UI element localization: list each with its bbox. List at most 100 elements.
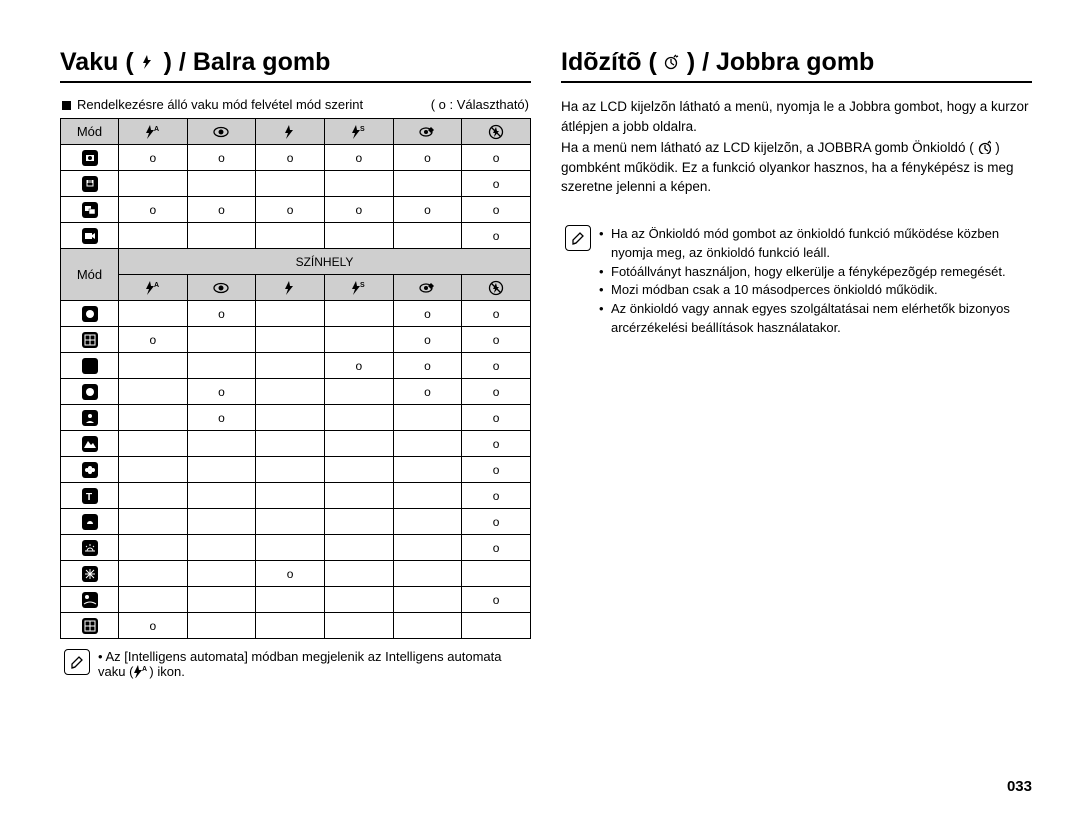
timer-icon (663, 54, 681, 72)
mode-icon (61, 171, 119, 197)
cell (324, 587, 393, 613)
scene-mode-icon (61, 509, 119, 535)
cell (187, 587, 256, 613)
cell (462, 561, 531, 587)
cell (256, 327, 325, 353)
cell (187, 353, 256, 379)
table-row: o (61, 509, 531, 535)
mode-icon (61, 145, 119, 171)
cell: o (187, 379, 256, 405)
col-flash-off-icon (462, 119, 531, 145)
cell: o (462, 353, 531, 379)
cell (256, 301, 325, 327)
table-row: o (61, 613, 531, 639)
cell: o (187, 145, 256, 171)
cell: o (393, 197, 462, 223)
cell: o (187, 405, 256, 431)
cell (393, 509, 462, 535)
mode-icon (61, 223, 119, 249)
cell (187, 561, 256, 587)
cell: o (462, 587, 531, 613)
cell (256, 483, 325, 509)
cell (393, 171, 462, 197)
sub-right-text: ( o : Választható) (431, 97, 529, 112)
col-redeye-icon (187, 275, 256, 301)
cell (256, 405, 325, 431)
scene-header: SZÍNHELY (119, 249, 531, 275)
subheading: Rendelkezésre álló vaku mód felvétel mód… (60, 97, 531, 112)
table-row: ooo (61, 353, 531, 379)
cell: o (324, 197, 393, 223)
scene-mode-icon (61, 535, 119, 561)
col-redeye-icon (187, 119, 256, 145)
cell: o (462, 509, 531, 535)
note-item: Fotóállványt használjon, hogy elkerülje … (599, 263, 1032, 282)
scene-mode-icon (61, 379, 119, 405)
timer-small-icon (977, 140, 991, 154)
cell (187, 613, 256, 639)
col-flash-off-icon (462, 275, 531, 301)
cell (324, 171, 393, 197)
cell (324, 483, 393, 509)
cell: o (324, 353, 393, 379)
cell: o (393, 379, 462, 405)
note-item: Az önkioldó vagy annak egyes szolgáltatá… (599, 300, 1032, 338)
cell (256, 431, 325, 457)
cell (187, 457, 256, 483)
sub-left-text: Rendelkezésre álló vaku mód felvétel mód… (77, 97, 363, 112)
cell (324, 457, 393, 483)
cell: o (462, 223, 531, 249)
page-number: 033 (1007, 778, 1032, 795)
scene-mode-icon (61, 561, 119, 587)
note-icon (64, 649, 90, 675)
cell: o (119, 197, 188, 223)
cell (256, 535, 325, 561)
right-para-2: Ha a menü nem látható az LCD kijelzõn, a… (561, 138, 1032, 197)
scene-mode-icon (61, 405, 119, 431)
scene-mode-icon (61, 587, 119, 613)
flash-mode-table: Mód oooooooooooooo Mód SZÍNHELY (60, 118, 531, 639)
cell: o (462, 327, 531, 353)
scene-mode-icon (61, 483, 119, 509)
table-row: ooo (61, 379, 531, 405)
flash-auto-small-icon (133, 664, 149, 678)
cell (187, 483, 256, 509)
col-flash-slow-icon (324, 275, 393, 301)
cell: o (462, 379, 531, 405)
left-footnote: • Az [Intelligens automata] módban megje… (60, 649, 531, 679)
table-row: o (61, 561, 531, 587)
cell (119, 535, 188, 561)
right-para-1: Ha az LCD kijelzõn látható a menü, nyomj… (561, 97, 1032, 136)
cell: o (462, 405, 531, 431)
cell (393, 535, 462, 561)
col-flash-auto-icon (119, 119, 188, 145)
cell: o (393, 327, 462, 353)
cell: o (256, 145, 325, 171)
cell (187, 509, 256, 535)
cell: o (393, 353, 462, 379)
cell (393, 613, 462, 639)
cell: o (462, 483, 531, 509)
cell (256, 171, 325, 197)
cell (119, 171, 188, 197)
cell: o (187, 301, 256, 327)
cell: o (393, 301, 462, 327)
cell (324, 405, 393, 431)
cell (393, 561, 462, 587)
cell (256, 379, 325, 405)
note-list: Ha az Önkioldó mód gombot az önkioldó fu… (599, 225, 1032, 338)
scene-mode-icon (61, 353, 119, 379)
mode-icon (61, 197, 119, 223)
cell: o (256, 197, 325, 223)
right-title: Idõzítõ ( ) / Jobbra gomb (561, 48, 1032, 83)
cell (393, 223, 462, 249)
table-row: ooo (61, 301, 531, 327)
cell (187, 223, 256, 249)
scene-mode-icon (61, 457, 119, 483)
table-row: oo (61, 405, 531, 431)
cell (119, 483, 188, 509)
scene-mode-icon (61, 431, 119, 457)
cell: o (462, 145, 531, 171)
cell: o (187, 197, 256, 223)
flash-icon (140, 54, 158, 72)
